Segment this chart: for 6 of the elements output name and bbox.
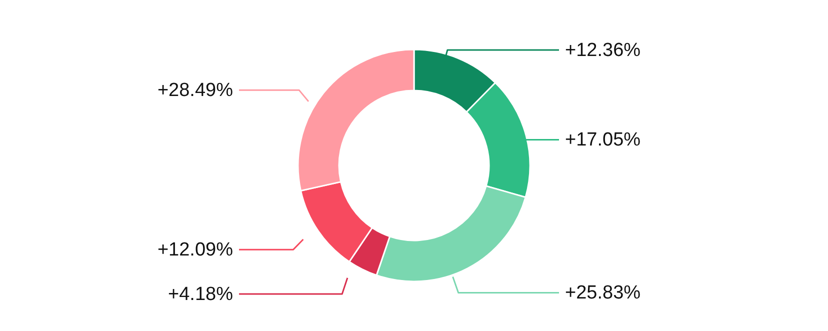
data-label: +25.83%	[565, 282, 641, 304]
data-label: +4.18%	[168, 284, 234, 306]
data-label: +12.09%	[157, 240, 234, 261]
data-label: +17.05%	[565, 130, 641, 151]
data-label: +12.36%	[565, 40, 641, 61]
data-label: +28.49%	[157, 80, 234, 102]
